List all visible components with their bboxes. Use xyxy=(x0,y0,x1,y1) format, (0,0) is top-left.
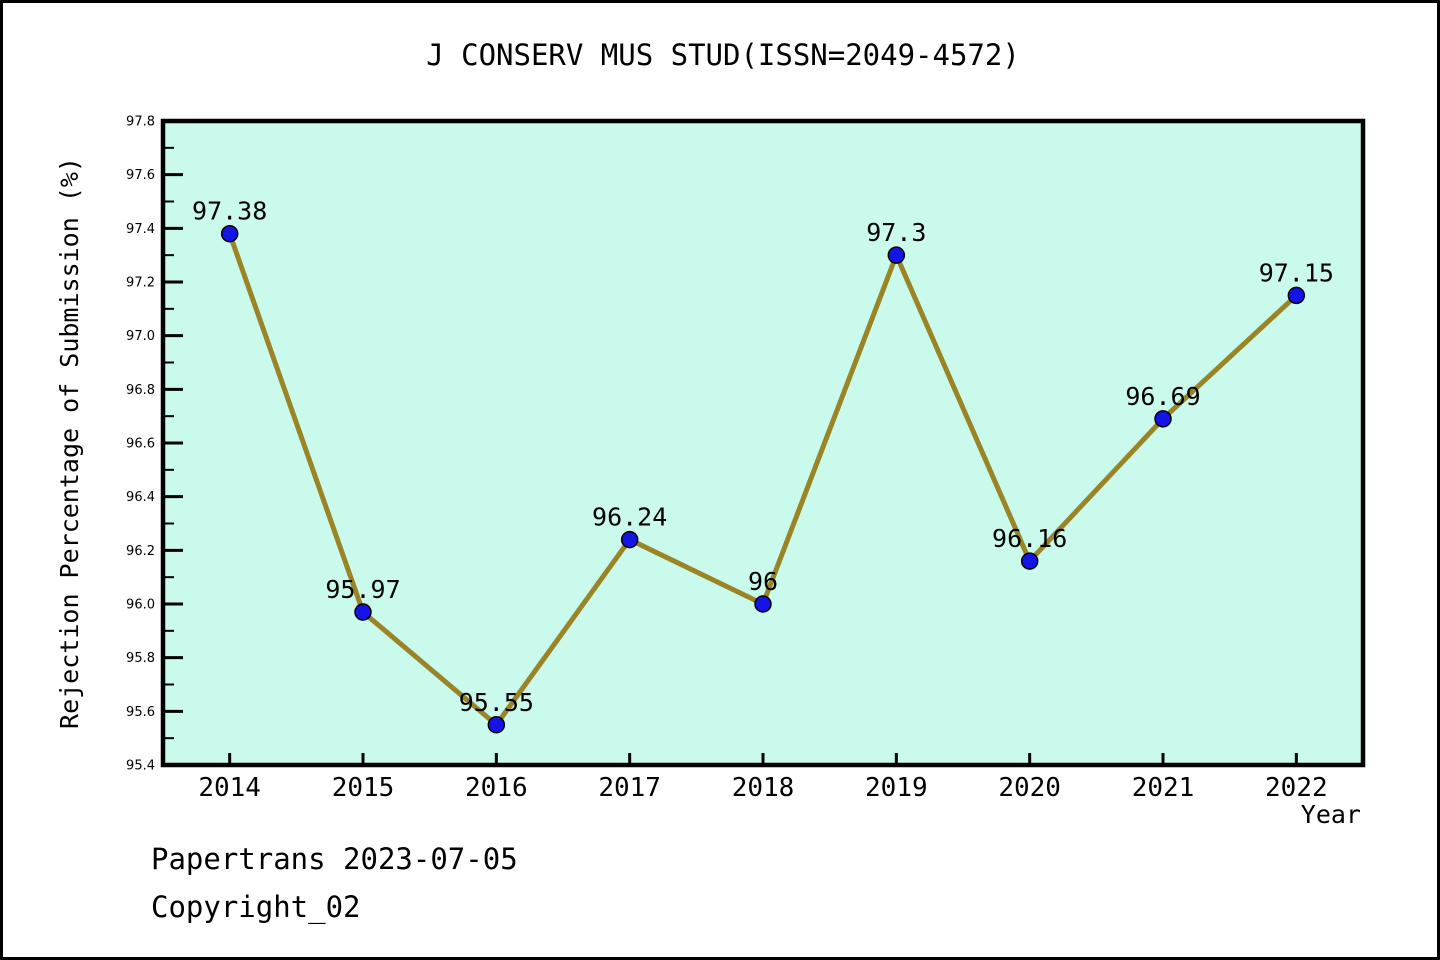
data-point xyxy=(754,595,772,613)
data-point-label: 96.69 xyxy=(1125,382,1200,411)
x-tick-label: 2015 xyxy=(332,773,395,803)
chart-title: J CONSERV MUS STUD(ISSN=2049-4572) xyxy=(426,38,1020,72)
y-tick-label: 97.4 xyxy=(126,222,155,237)
footer-papertrans: Papertrans 2023-07-05 xyxy=(151,842,518,876)
y-tick-label: 95.6 xyxy=(126,705,155,720)
y-tick-label: 97.2 xyxy=(126,276,155,291)
data-point xyxy=(887,246,906,264)
x-tick-label: 2021 xyxy=(1132,773,1195,803)
y-tick-label: 97.0 xyxy=(126,329,155,344)
y-tick-label: 96.2 xyxy=(126,544,155,559)
data-point xyxy=(1020,552,1039,570)
x-tick-label: 2017 xyxy=(598,773,661,803)
data-point-label: 96 xyxy=(748,567,778,596)
y-tick-label: 95.4 xyxy=(126,759,155,774)
data-point-label: 95.97 xyxy=(325,575,400,604)
y-tick-label: 95.8 xyxy=(126,651,155,666)
y-tick-label: 96.8 xyxy=(126,383,155,398)
y-tick-label: 96.4 xyxy=(126,490,155,505)
data-point-label: 96.24 xyxy=(592,503,667,532)
y-tick-label: 97.8 xyxy=(126,115,155,130)
data-point xyxy=(354,603,372,621)
x-tick-label: 2022 xyxy=(1265,773,1328,803)
plot-background xyxy=(160,118,1366,768)
x-tick-label: 2016 xyxy=(465,773,528,803)
data-point-label: 97.38 xyxy=(192,197,267,226)
x-tick-label: 2014 xyxy=(198,773,261,803)
y-tick-label: 96.0 xyxy=(126,598,155,613)
data-point-label: 97.3 xyxy=(866,218,926,247)
x-tick-label: 2018 xyxy=(732,773,795,803)
data-point-label: 96.16 xyxy=(992,524,1067,553)
y-axis-label: Rejection Percentage of Submission (%) xyxy=(55,157,84,729)
data-point xyxy=(1154,410,1172,428)
data-point xyxy=(620,530,639,549)
x-axis-label: Year xyxy=(1301,800,1361,829)
data-point-label: 95.55 xyxy=(459,688,534,717)
footer-copyright: Copyright_02 xyxy=(151,890,361,925)
y-tick-label: 96.6 xyxy=(126,437,155,452)
x-tick-label: 2019 xyxy=(865,773,928,803)
data-point xyxy=(220,224,239,243)
line-chart: J CONSERV MUS STUD(ISSN=2049-4572) Rejec… xyxy=(55,38,1366,925)
data-point-label: 97.15 xyxy=(1259,258,1334,287)
y-tick-label: 97.6 xyxy=(126,168,155,183)
x-tick-label: 2020 xyxy=(998,773,1061,803)
data-point xyxy=(1287,286,1306,305)
data-point xyxy=(487,716,506,734)
